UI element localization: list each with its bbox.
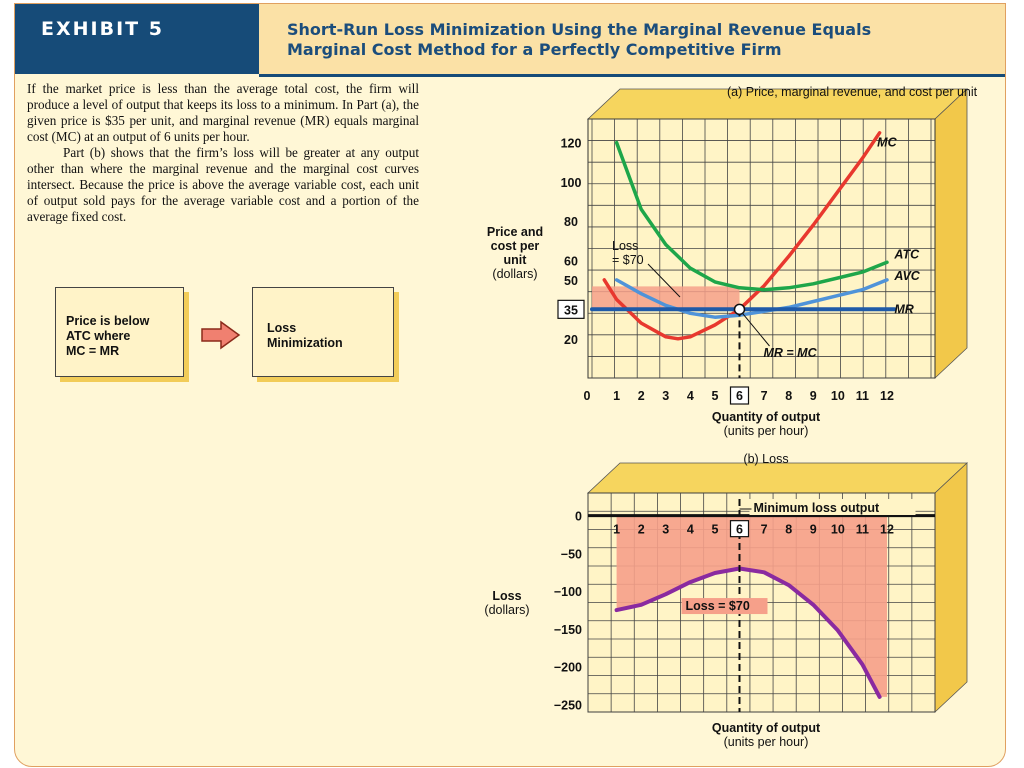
- flow-box2-line1: Loss: [267, 321, 297, 335]
- chart-a-ytick-label: 100: [561, 176, 582, 190]
- chart-b-ylabel-line: (dollars): [484, 603, 529, 617]
- chart-b-loss-area: [616, 515, 887, 697]
- chart-a-xtick-label: 2: [638, 389, 645, 403]
- chart-b-xtick-label: 10: [831, 523, 845, 537]
- chart-b-xtick-label: 6: [736, 523, 743, 537]
- flow-box-result-text: Loss Minimization: [267, 321, 343, 351]
- flow-box-condition-text: Price is below ATC where MC = MR: [66, 314, 149, 359]
- chart-a-xtick-label: 11: [856, 389, 869, 403]
- exhibit-header-tab: EXHIBIT 5: [15, 4, 259, 74]
- chart-a-xtick-label: 4: [687, 389, 694, 403]
- chart-a-loss-label-line1: Loss: [612, 239, 638, 253]
- chart-b-xtick-label: 1: [613, 523, 620, 537]
- chart-a-xtick-label: 9: [810, 389, 817, 403]
- exhibit-title-line1: Short-Run Loss Minimization Using the Ma…: [287, 20, 872, 39]
- chart-a-ylabel-line: cost per: [491, 239, 540, 253]
- chart-b-xtick-label: 9: [810, 523, 817, 537]
- chart-a-xtick-label: 5: [711, 389, 718, 403]
- chart-b-ytick-label: −100: [554, 585, 582, 599]
- chart-b-ytick-label: −250: [554, 698, 582, 712]
- chart-a-ytick-label: 80: [564, 215, 578, 229]
- chart-b-3d-top: [586, 462, 969, 494]
- chart-b-ytick-label: 0: [575, 510, 582, 524]
- chart-a-xtick-label: 3: [662, 389, 669, 403]
- flow-box-result: Loss Minimization: [252, 287, 394, 377]
- chart-b-xtick-box: [729, 520, 750, 538]
- chart-a-loss-area: [592, 286, 740, 310]
- chart-b-ylabel-line: Loss: [492, 589, 521, 603]
- chart-a-equilibrium-label: MR = MC: [764, 346, 818, 360]
- chart-a-loss-label-line2: = $70: [612, 253, 644, 267]
- exhibit-title-line2: Marginal Cost Method for a Perfectly Com…: [287, 40, 782, 59]
- flow-box1-line2: ATC where: [66, 329, 131, 343]
- chart-b: (b) Loss Loss(dollars) Quantity of output(…: [484, 452, 969, 749]
- chart-a-title: (a) Price, marginal revenue, and cost pe…: [727, 85, 978, 99]
- chart-a-equilibrium-leader: [742, 313, 770, 347]
- chart-b-ytick-label: −200: [554, 661, 582, 675]
- caption-paragraph-2: Part (b) shows that the firm’s loss will…: [27, 145, 419, 224]
- chart-a-ytick-box: [557, 299, 585, 319]
- exhibit-title: Short-Run Loss Minimization Using the Ma…: [287, 20, 871, 60]
- chart-b-xtick-label: 8: [785, 523, 792, 537]
- chart-a-loss-leader: [647, 263, 681, 298]
- chart-b-xtick-label: 3: [662, 523, 669, 537]
- exhibit-title-bar: Short-Run Loss Minimization Using the Ma…: [259, 4, 1005, 77]
- exhibit-number: EXHIBIT 5: [41, 18, 164, 40]
- chart-a-xtick-label: 7: [761, 389, 768, 403]
- chart-b-xlabel-line2: (units per hour): [724, 735, 809, 749]
- chart-a-xtick-label: 6: [736, 389, 743, 403]
- chart-a-xtick-box: [729, 386, 750, 405]
- chart-b-3d-side: [934, 462, 968, 713]
- chart-b-min-label: Minimum loss output: [754, 501, 881, 515]
- chart-a-xtick-label: 0: [584, 389, 591, 403]
- chart-b-series-loss: [614, 566, 882, 699]
- chart-a-series-label-mr: MR: [894, 302, 913, 316]
- chart-b-xlabel-line1: Quantity of output: [712, 721, 821, 735]
- flow-box-condition: Price is below ATC where MC = MR: [55, 287, 184, 377]
- flow-box1-line1: Price is below: [66, 314, 150, 328]
- chart-a-ytick-label: 50: [564, 274, 578, 288]
- caption-paragraph-1: If the market price is less than the ave…: [27, 81, 419, 144]
- chart-a-ytick-label: 20: [564, 333, 578, 347]
- chart-a-xlabel-line2: (units per hour): [724, 424, 809, 438]
- chart-a: (a) Price, marginal revenue, and cost pe…: [487, 85, 978, 438]
- caption-text: If the market price is less than the ave…: [27, 81, 419, 225]
- chart-a-xlabel-line1: Quantity of output: [712, 410, 821, 424]
- chart-a-series-label-atc: ATC: [893, 247, 920, 261]
- chart-b-xtick-label: 4: [687, 523, 694, 537]
- chart-a-ylabel-line: Price and: [487, 225, 543, 239]
- chart-a-xtick-label: 8: [785, 389, 792, 403]
- flow-box1-line3: MC = MR: [66, 344, 120, 358]
- chart-b-ytick-label: −150: [554, 623, 582, 637]
- chart-b-title: (b) Loss: [743, 452, 788, 466]
- chart-a-equilibrium-point: [733, 303, 746, 316]
- chart-b-loss-label: Loss = $70: [686, 599, 750, 613]
- chart-a-series-label-avc: AVC: [893, 269, 920, 283]
- chart-b-xtick-label: 2: [638, 523, 645, 537]
- chart-b-min-label-bg: [749, 499, 916, 515]
- chart-a-xtick-label: 12: [880, 389, 894, 403]
- chart-a-ytick-label: 60: [564, 254, 578, 268]
- chart-a-ytick-label: 35: [564, 303, 578, 317]
- chart-a-series-atc: [614, 140, 889, 292]
- flow-box2-line2: Minimization: [267, 336, 343, 350]
- chart-a-series-label-mc: MC: [877, 136, 897, 150]
- chart-b-xtick-label: 11: [856, 523, 869, 537]
- chart-a-3d-side: [934, 88, 968, 379]
- chart-a-ylabel-line: (dollars): [492, 267, 537, 281]
- chart-a-series-avc: [614, 278, 889, 319]
- chart-a-xtick-label: 10: [831, 389, 845, 403]
- chart-b-loss-label-bg: [681, 598, 768, 615]
- chart-b-xtick-label: 7: [761, 523, 768, 537]
- flow-arrow-icon: [201, 320, 241, 350]
- chart-b-ytick-label: −50: [561, 547, 582, 561]
- chart-a-ytick-label: 120: [561, 137, 582, 151]
- chart-a-xtick-label: 1: [613, 389, 620, 403]
- chart-b-xtick-label: 5: [711, 523, 718, 537]
- chart-a-ylabel-line: unit: [504, 253, 528, 267]
- chart-b-xtick-label: 12: [880, 523, 894, 537]
